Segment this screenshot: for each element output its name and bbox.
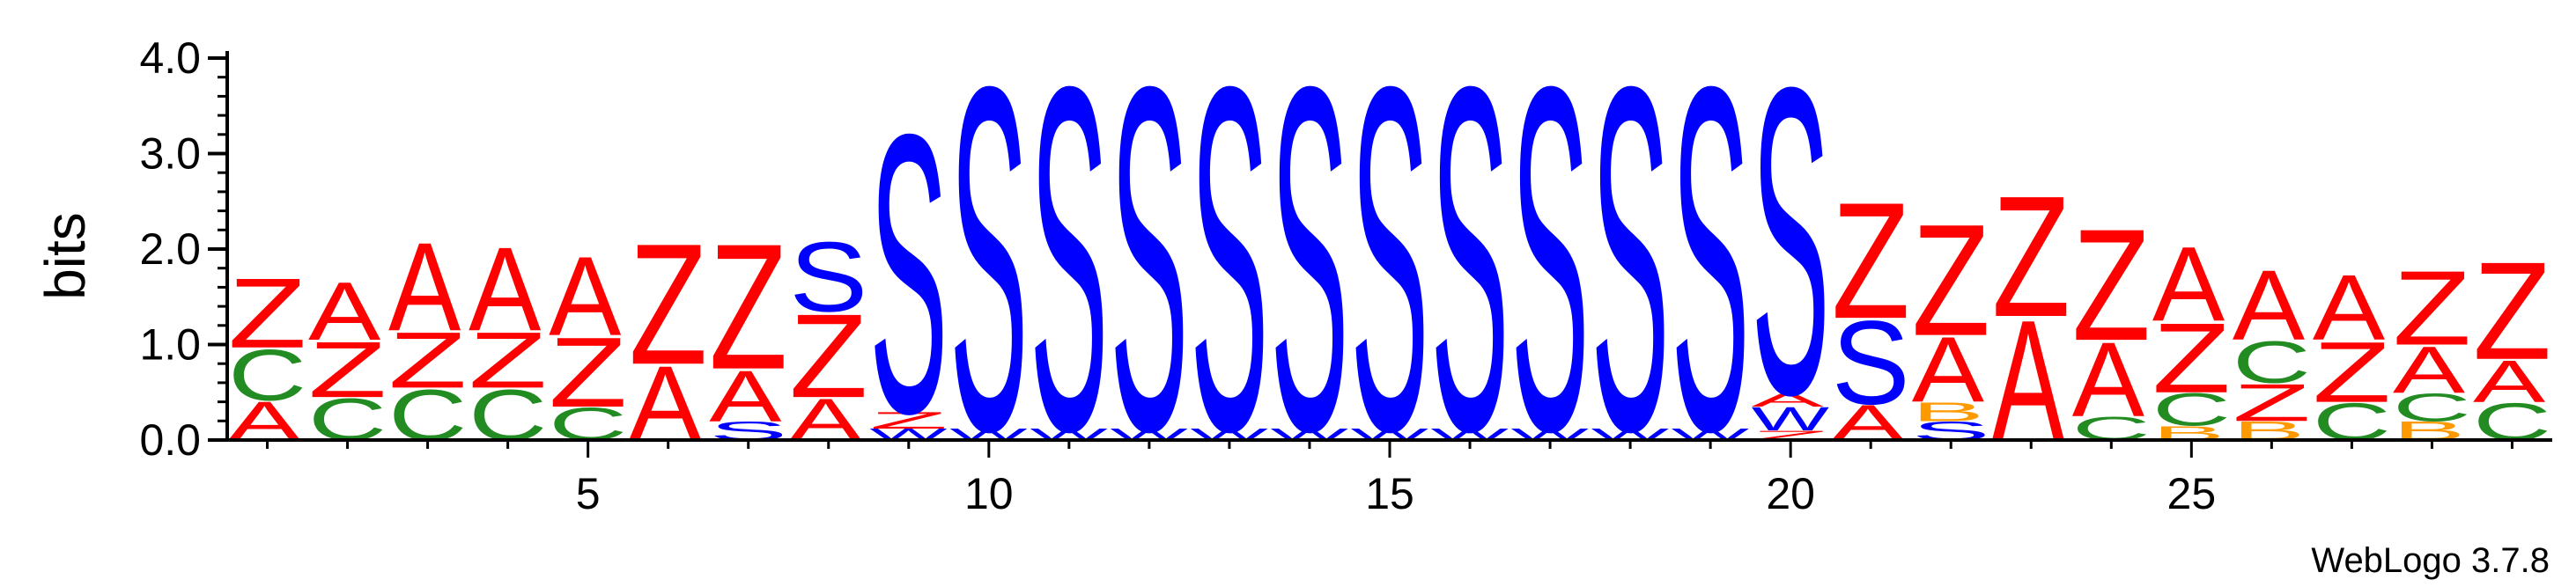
letter-S-pos-18: S bbox=[1591, 0, 1670, 532]
letter-C-pos-1: C bbox=[228, 334, 306, 415]
x-tick-label: 25 bbox=[2167, 469, 2217, 518]
letter-S-pos-12: S bbox=[1110, 0, 1188, 532]
letter-A-pos-28: A bbox=[2393, 333, 2465, 407]
letter-S-pos-17: S bbox=[1511, 0, 1590, 532]
letter-A-pos-6: A bbox=[629, 344, 702, 462]
y-tick-label: 2.0 bbox=[139, 224, 201, 274]
letter-A-pos-24: A bbox=[2072, 320, 2145, 438]
letter-Z-pos-5: Z bbox=[549, 317, 627, 429]
letter-A-pos-7: A bbox=[709, 356, 781, 437]
letter-S-pos-9: S bbox=[869, 51, 948, 496]
letter-C-pos-25: C bbox=[2152, 384, 2231, 436]
letter-Z-pos-25: Z bbox=[2152, 302, 2231, 414]
letter-Z-pos-29: Z bbox=[2473, 233, 2551, 389]
letter-Z-pos-3: Z bbox=[388, 315, 467, 404]
letter-S-pos-8: S bbox=[789, 222, 867, 333]
letter-C-pos-26: C bbox=[2233, 329, 2311, 396]
y-tick-label: 3.0 bbox=[139, 129, 201, 179]
letter-Z-pos-1: Z bbox=[228, 257, 306, 369]
letter-A-pos-20: A bbox=[1752, 389, 1824, 411]
letter-Z-pos-23: Z bbox=[1992, 160, 2070, 353]
axes: 0.0 1.0 2.0 3.0 4.0 5 10 15 20 25 bbox=[139, 33, 2552, 518]
letter-Z-pos-2: Z bbox=[308, 325, 387, 414]
letter-S-pos-19: S bbox=[1672, 0, 1750, 532]
x-tick-label: 15 bbox=[1365, 469, 1414, 518]
y-tick-label: 4.0 bbox=[139, 33, 201, 83]
y-tick-label: 0.0 bbox=[139, 415, 201, 465]
letter-Z-pos-21: Z bbox=[1832, 168, 1910, 353]
letter-Z-pos-6: Z bbox=[629, 208, 707, 400]
letter-Z-pos-26: Z bbox=[2233, 373, 2311, 433]
letter-S-pos-13: S bbox=[1190, 0, 1268, 532]
letter-Z-pos-8: Z bbox=[789, 290, 867, 422]
letter-Z-pos-4: Z bbox=[469, 315, 547, 404]
letter-A-pos-23: A bbox=[1992, 284, 2064, 477]
x-tick-label: 10 bbox=[964, 469, 1014, 518]
letter-Z-pos-9: Z bbox=[869, 407, 948, 434]
letter-S-pos-14: S bbox=[1270, 0, 1348, 532]
letter-Z-pos-22: Z bbox=[1912, 191, 1990, 370]
letter-W-pos-20: W bbox=[1752, 400, 1830, 437]
credit-label: WebLogo 3.7.8 bbox=[2311, 541, 2550, 580]
letter-A-pos-3: A bbox=[388, 217, 461, 358]
y-axis-label: bits bbox=[33, 212, 97, 300]
letter-A-pos-22: A bbox=[1912, 319, 1985, 422]
letter-A-pos-26: A bbox=[2233, 251, 2305, 362]
letter-A-pos-5: A bbox=[549, 232, 621, 359]
letter-S-pos-20: S bbox=[1752, 0, 1830, 486]
letter-Z-pos-27: Z bbox=[2313, 325, 2391, 421]
letter-A-pos-25: A bbox=[2152, 225, 2225, 343]
letter-A-pos-2: A bbox=[308, 266, 380, 357]
letter-A-pos-29: A bbox=[2473, 349, 2546, 415]
letter-S-pos-16: S bbox=[1431, 0, 1509, 532]
letter-Z-pos-28: Z bbox=[2393, 249, 2471, 367]
letter-A-pos-8: A bbox=[789, 386, 862, 453]
letter-A-pos-27: A bbox=[2313, 256, 2386, 360]
y-tick-label: 1.0 bbox=[139, 320, 201, 370]
x-tick-label: 5 bbox=[576, 469, 601, 518]
letter-S-pos-11: S bbox=[1030, 0, 1108, 532]
letter-B-pos-22: B bbox=[1912, 397, 1984, 427]
letter-S-pos-21: S bbox=[1832, 296, 1910, 429]
letter-Z-pos-24: Z bbox=[2072, 195, 2151, 374]
letter-Z-pos-7: Z bbox=[709, 208, 787, 407]
letter-A-pos-4: A bbox=[469, 224, 542, 356]
x-tick-label: 20 bbox=[1766, 469, 1815, 518]
letter-C-pos-28: C bbox=[2393, 385, 2471, 429]
